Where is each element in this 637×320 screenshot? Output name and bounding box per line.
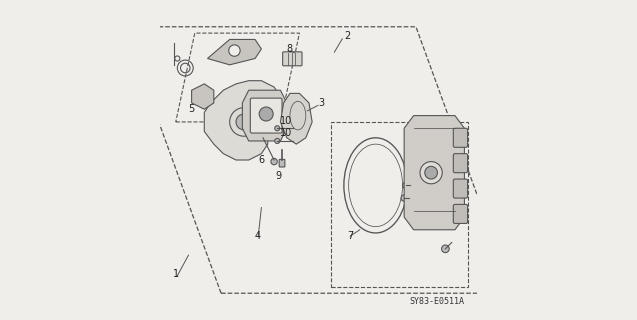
Text: 1: 1 [173,269,179,279]
Text: 5: 5 [189,104,195,115]
FancyBboxPatch shape [454,204,468,223]
Polygon shape [280,93,312,144]
Circle shape [275,126,280,131]
Circle shape [420,162,442,184]
Text: 2: 2 [344,31,350,42]
Circle shape [275,139,280,143]
Polygon shape [192,84,214,109]
Circle shape [403,182,409,188]
Text: 10: 10 [280,128,292,138]
Polygon shape [204,81,280,160]
Polygon shape [208,39,261,65]
Text: 6: 6 [258,155,264,165]
FancyBboxPatch shape [250,98,282,133]
Polygon shape [404,116,464,230]
FancyBboxPatch shape [454,128,468,147]
Text: 10: 10 [280,116,292,125]
Circle shape [229,45,240,56]
Text: 7: 7 [347,231,354,241]
FancyBboxPatch shape [454,154,468,173]
Text: 3: 3 [318,98,325,108]
Polygon shape [242,90,287,141]
Circle shape [425,166,438,179]
Circle shape [441,245,449,252]
Circle shape [271,158,277,165]
Text: 4: 4 [255,231,261,241]
FancyBboxPatch shape [279,159,285,167]
Text: SY83-E0511A: SY83-E0511A [410,297,464,306]
Circle shape [401,195,407,201]
Text: 9: 9 [276,171,282,181]
Text: 8: 8 [287,44,293,54]
Circle shape [259,107,273,121]
Circle shape [236,114,252,130]
FancyBboxPatch shape [454,179,468,198]
FancyBboxPatch shape [283,52,302,66]
